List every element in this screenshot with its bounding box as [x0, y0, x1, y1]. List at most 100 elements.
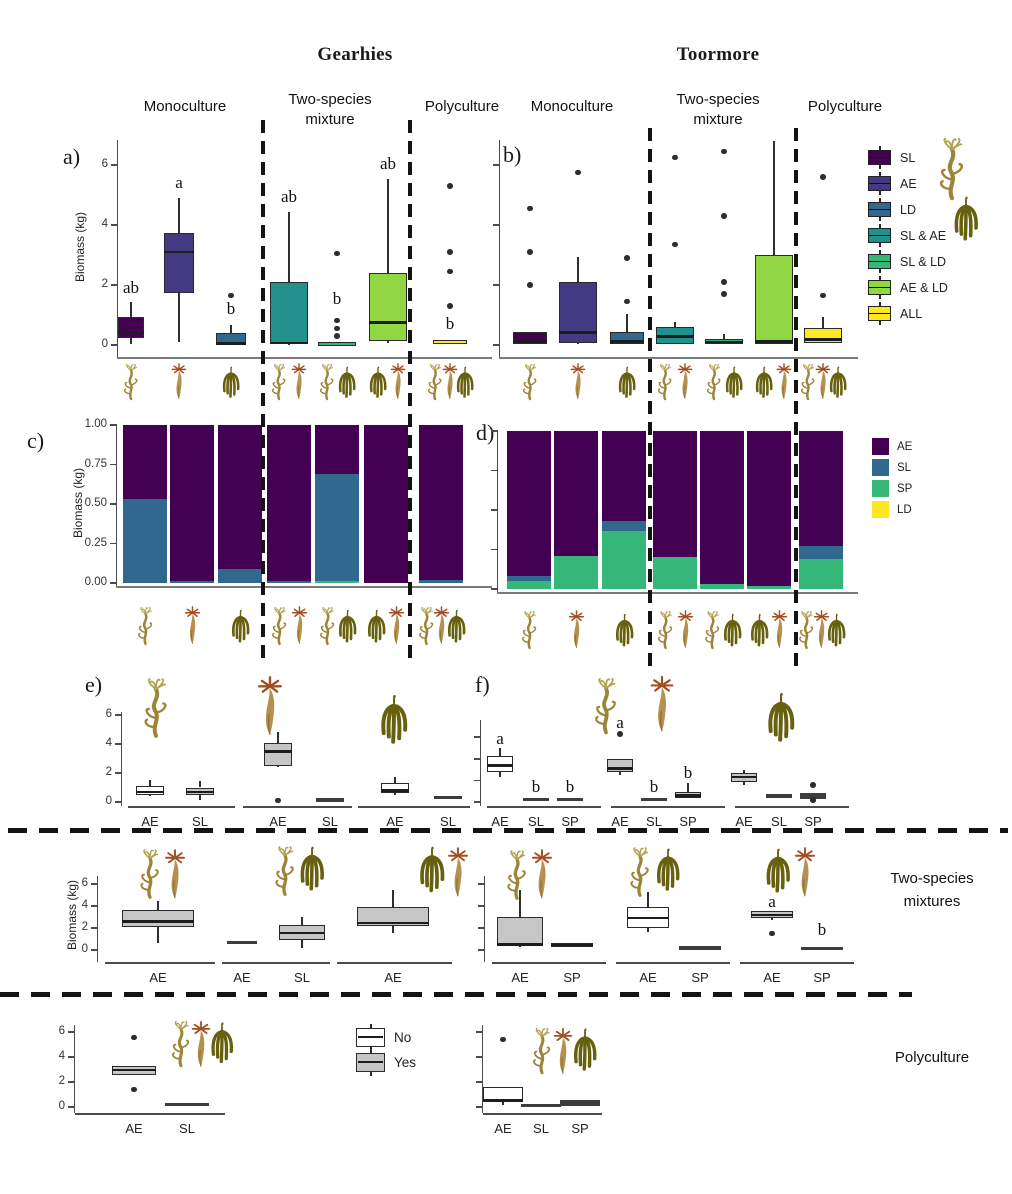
seaweed-ae-icon: [527, 844, 557, 906]
x-axis-line: [358, 806, 470, 808]
median-line: [487, 763, 513, 767]
median-line: [497, 943, 543, 946]
y-tick-label: 1.00: [84, 418, 107, 430]
seaweed-ld-icon: [454, 364, 476, 404]
median-line: [513, 340, 547, 343]
whisker-lower: [743, 782, 745, 785]
boxplot-flat-box: [679, 946, 721, 950]
boxplot-flat-box: [433, 340, 467, 344]
seaweed-ae-icon: [385, 599, 408, 653]
panel-label-e: e): [85, 672, 103, 697]
legend-species-swatch: [872, 501, 889, 518]
whisker-upper: [723, 333, 725, 339]
median-line: [216, 342, 246, 345]
whisker-lower: [130, 337, 132, 344]
whisker-upper: [743, 769, 745, 773]
site-title-gearhies: Gearhies: [317, 44, 393, 65]
x-axis-line: [616, 962, 730, 964]
y-axis-tick: [491, 509, 497, 511]
seaweed-ae-icon: [790, 842, 820, 904]
x-tick-label: SP: [679, 814, 697, 829]
outlier-dot: [447, 249, 453, 255]
bar-segment-SP: [747, 585, 791, 589]
outlier-dot: [334, 317, 340, 324]
bar-segment-SP: [602, 530, 646, 589]
seaweed-ae-icon: [168, 358, 190, 406]
y-axis-tick: [91, 905, 97, 907]
outlier-dot: [334, 325, 340, 332]
whisker-upper: [499, 748, 501, 756]
x-axis-line: [611, 806, 725, 808]
y-tick-label: 0.50: [84, 497, 107, 509]
sig-letter: b: [683, 762, 693, 782]
seaweed-sl-icon: [654, 358, 676, 406]
x-axis-line: [740, 962, 854, 964]
median-line: [136, 790, 164, 794]
x-tick-label: SL: [294, 970, 310, 985]
whisker-lower: [519, 946, 521, 947]
y-axis-tick: [110, 582, 116, 584]
legend-treatment-label: ALL: [900, 307, 923, 321]
outlier-dot: [820, 292, 826, 299]
outlier-dot: [228, 292, 234, 299]
legend-species-swatch: [872, 480, 889, 497]
sig-letter: b: [531, 776, 541, 796]
outlier-dot: [334, 333, 340, 339]
legend-treatment-median: [869, 156, 890, 159]
bar-segment-AE: [218, 425, 262, 569]
x-tick-label: SL: [440, 814, 456, 829]
sig-letter: b: [817, 920, 827, 940]
median-line: [483, 1099, 523, 1103]
boxplot-box: [656, 327, 694, 344]
x-tick-label: SL: [646, 814, 662, 829]
x-tick-label: SL: [533, 1121, 549, 1136]
seaweed-ae-icon: [387, 358, 409, 406]
median-line: [559, 331, 597, 334]
whisker-lower: [157, 927, 159, 943]
seaweed-ae-icon: [674, 603, 697, 657]
bar-segment-SL: [799, 546, 843, 559]
y-tick-label: 2: [105, 766, 112, 778]
row-label-polyculture: Polyculture: [894, 1049, 970, 1066]
seaweed-sl-icon: [268, 358, 290, 406]
y-axis-line: [481, 1025, 483, 1113]
col-label-polyculture-toormore: Polyculture: [807, 98, 883, 115]
median-line: [122, 920, 194, 923]
legend-species-swatch: [872, 438, 889, 455]
legend-presence-median: [357, 1061, 384, 1064]
sig-letter: a: [768, 891, 776, 911]
x-tick-label: SP: [561, 814, 579, 829]
outlier-dot: [672, 241, 678, 248]
y-axis-tick: [478, 927, 484, 929]
x-tick-label: AE: [269, 814, 287, 829]
whisker-upper: [392, 889, 394, 908]
dashed-separator-vertical: [794, 128, 798, 666]
seaweed-ld-icon: [229, 605, 252, 651]
y-tick-label: 4: [101, 218, 108, 230]
x-axis-line: [75, 1113, 225, 1115]
y-axis-line: [498, 140, 500, 357]
outlier-dot: [575, 169, 581, 176]
whisker-upper: [277, 731, 279, 744]
panel-label-f: f): [475, 672, 490, 697]
median-line: [164, 250, 194, 254]
sig-letter: a: [175, 173, 183, 192]
y-axis-tick: [115, 714, 121, 716]
bar-segment-AE: [419, 425, 463, 580]
y-axis-line: [496, 430, 498, 592]
y-tick-label: 2: [58, 1075, 65, 1087]
bar-segment-AE: [602, 431, 646, 522]
y-tick-label: 0: [58, 1100, 65, 1112]
median-line: [264, 749, 292, 753]
seaweed-ae-icon: [567, 358, 589, 406]
sig-letter: a: [616, 713, 624, 733]
dashed-separator-vertical: [648, 128, 652, 666]
y-axis-tick: [478, 949, 484, 951]
outlier-dot: [624, 298, 630, 305]
x-tick-label: SL: [179, 1121, 195, 1136]
seaweed-ld-icon: [753, 364, 775, 404]
median-line: [607, 767, 633, 770]
y-tick-label: 0.75: [84, 457, 107, 470]
seaweed-sl-icon: [120, 358, 142, 406]
col-label-monoculture-toormore: Monoculture: [530, 98, 614, 115]
